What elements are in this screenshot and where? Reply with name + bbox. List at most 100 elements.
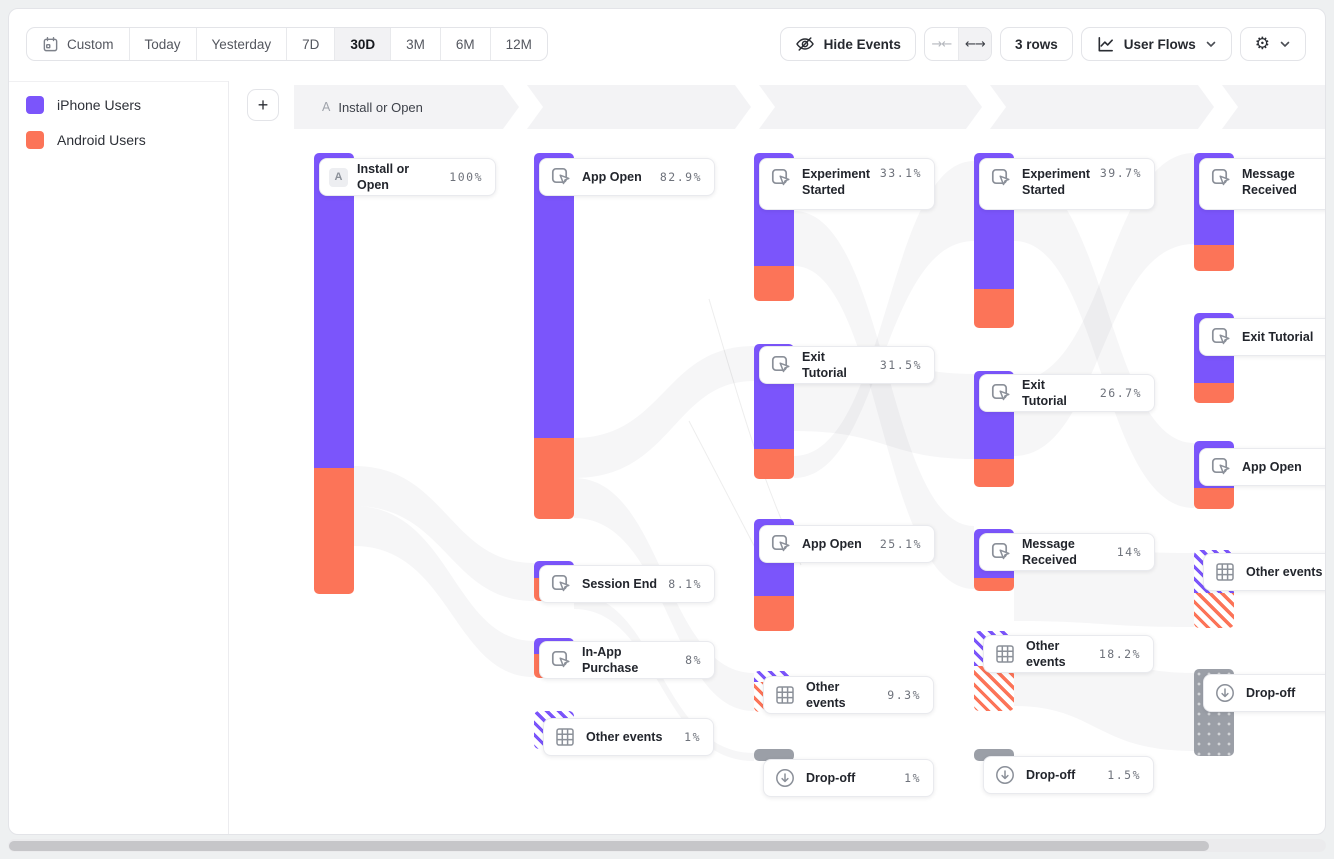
- flow-step-a[interactable]: A Install or Open: [294, 85, 519, 129]
- flow-node-experiment-started[interactable]: Experiment Started 39.7%: [979, 158, 1155, 210]
- flow-node-other-events[interactable]: Other events: [1203, 553, 1325, 591]
- date-range-yesterday[interactable]: Yesterday: [195, 28, 287, 60]
- flow-node-experiment-started[interactable]: Experiment Started 33.1%: [759, 158, 935, 210]
- hide-events-label: Hide Events: [823, 36, 901, 52]
- drop-off-arrow-icon: [1213, 681, 1237, 705]
- flow-bar-install-or-open[interactable]: [314, 153, 354, 594]
- rows-button[interactable]: 3 rows: [999, 27, 1073, 61]
- flow-node-other-events[interactable]: Other events 18.2%: [983, 635, 1154, 673]
- chevron-down-icon: [1205, 38, 1217, 50]
- flow-step-3[interactable]: [759, 85, 982, 129]
- flow-node-label: Message Received: [1242, 167, 1297, 198]
- flow-node-app-open[interactable]: App Open 82.9%: [539, 158, 715, 196]
- date-range-30d[interactable]: 30D: [334, 28, 391, 60]
- eye-off-icon: [795, 34, 815, 54]
- bar-segment-gray: [754, 749, 794, 761]
- date-range-3m[interactable]: 3M: [390, 28, 440, 60]
- bar-segment-orange: [754, 449, 794, 479]
- click-event-icon: [1209, 166, 1233, 190]
- flow-node-label: Session End: [582, 576, 658, 591]
- flow-node-percentage: 26.7%: [1099, 386, 1142, 400]
- date-range-7d[interactable]: 7D: [286, 28, 334, 60]
- expand-columns-icon[interactable]: ←→: [957, 28, 991, 60]
- view-selector-dropdown[interactable]: User Flows: [1080, 27, 1232, 61]
- click-event-icon: [1209, 455, 1233, 479]
- flow-node-label: Experiment Started: [802, 167, 871, 198]
- date-range-group: Custom Today Yesterday 7D 30D 3M 6M 12M: [26, 27, 548, 61]
- add-step-button[interactable]: +: [247, 89, 279, 121]
- flow-canvas: A Install or Open 100% App Open 82.9% Session…: [9, 9, 1325, 834]
- flow-node-session-end[interactable]: Session End 8.1%: [539, 565, 715, 603]
- flow-node-percentage: 8%: [685, 653, 702, 667]
- drop-off-arrow-icon: [773, 766, 797, 790]
- flow-step-5[interactable]: [1222, 85, 1325, 129]
- date-range-6m[interactable]: 6M: [439, 28, 490, 60]
- date-range-label: Today: [144, 36, 181, 52]
- flow-node-label: In-App Purchase: [582, 644, 639, 675]
- flow-step-2[interactable]: [527, 85, 751, 129]
- flow-node-percentage: 25.1%: [879, 537, 922, 551]
- click-event-icon: [769, 353, 793, 377]
- flow-node-drop-off[interactable]: Drop-off 1.5%: [983, 756, 1154, 794]
- flow-node-label: App Open: [802, 536, 862, 551]
- drop-off-arrow-icon: [993, 763, 1017, 787]
- date-range-custom[interactable]: Custom: [27, 28, 129, 60]
- bar-segment-orange: [1194, 245, 1234, 271]
- date-range-label: Yesterday: [211, 36, 272, 52]
- toolbar: Custom Today Yesterday 7D 30D 3M 6M 12M Hide Ev…: [9, 9, 1325, 81]
- click-event-icon: [989, 381, 1013, 405]
- flow-node-app-open[interactable]: App Open 25.1%: [759, 525, 935, 563]
- flow-step-4[interactable]: [990, 85, 1214, 129]
- collapse-expand-toggle: →← ←→: [923, 27, 992, 61]
- horizontal-scrollbar-thumb[interactable]: [9, 840, 1209, 851]
- flow-node-label: Drop-off: [1026, 767, 1076, 782]
- flow-node-exit-tutorial[interactable]: Exit Tutorial 26.7%: [979, 374, 1155, 412]
- flow-node-percentage: 14%: [1116, 545, 1142, 559]
- flow-node-label: Message Received: [1022, 536, 1077, 567]
- step-badge: A: [322, 100, 331, 114]
- date-range-12m[interactable]: 12M: [489, 28, 547, 60]
- flow-node-app-open[interactable]: App Open: [1199, 448, 1325, 486]
- horizontal-scrollbar-track[interactable]: [8, 839, 1326, 852]
- step-label: Install or Open: [338, 99, 423, 115]
- chevron-down-icon: [1279, 38, 1291, 50]
- flow-node-drop-off[interactable]: Drop-off: [1203, 674, 1325, 712]
- flow-node-install-or-open[interactable]: A Install or Open 100%: [319, 158, 496, 196]
- legend-item-iphone-users[interactable]: iPhone Users: [26, 96, 146, 114]
- date-range-label: Custom: [67, 36, 114, 52]
- flow-node-drop-off[interactable]: Drop-off 1%: [763, 759, 934, 797]
- flow-node-label: Other events: [586, 729, 663, 744]
- other-events-grid-icon: [773, 683, 797, 707]
- collapse-columns-icon[interactable]: →←: [925, 28, 958, 60]
- flow-node-message-received[interactable]: Message Received 14%: [979, 533, 1155, 571]
- flow-node-label: Install or Open: [357, 161, 410, 192]
- flow-node-exit-tutorial[interactable]: Exit Tutorial: [1199, 318, 1325, 356]
- flow-node-label: App Open: [582, 169, 642, 184]
- flow-node-percentage: 18.2%: [1098, 647, 1141, 661]
- hide-events-button[interactable]: Hide Events: [779, 27, 916, 61]
- flow-node-other-events[interactable]: Other events 9.3%: [763, 676, 934, 714]
- bar-segment-orange: [1194, 383, 1234, 403]
- bar-segment-orange: [534, 438, 574, 519]
- flow-node-label: Exit Tutorial: [802, 349, 847, 380]
- flow-node-percentage: 1%: [684, 730, 701, 744]
- sidebar-divider: [228, 81, 229, 834]
- flow-node-percentage: 100%: [449, 170, 483, 184]
- gear-icon: ⚙: [1254, 33, 1270, 54]
- flow-node-message-received[interactable]: Message Received: [1199, 158, 1325, 210]
- flow-node-percentage: 33.1%: [879, 166, 922, 180]
- click-event-icon: [549, 648, 573, 672]
- flow-node-other-events[interactable]: Other events 1%: [543, 718, 714, 756]
- app-card: Custom Today Yesterday 7D 30D 3M 6M 12M Hide Ev…: [8, 8, 1326, 835]
- toolbar-right: Hide Events →← ←→ 3 rows User Flows: [779, 27, 1306, 61]
- flow-bar-app-open[interactable]: [534, 153, 574, 519]
- rows-label: 3 rows: [1014, 36, 1058, 52]
- flow-bar-drop-off[interactable]: [754, 749, 794, 761]
- legend-item-android-users[interactable]: Android Users: [26, 131, 146, 149]
- date-range-today[interactable]: Today: [128, 28, 196, 60]
- legend: iPhone Users Android Users: [26, 96, 146, 149]
- settings-dropdown[interactable]: ⚙: [1239, 27, 1306, 61]
- flow-node-in-app-purchase[interactable]: In-App Purchase 8%: [539, 641, 715, 679]
- flow-node-exit-tutorial[interactable]: Exit Tutorial 31.5%: [759, 346, 935, 384]
